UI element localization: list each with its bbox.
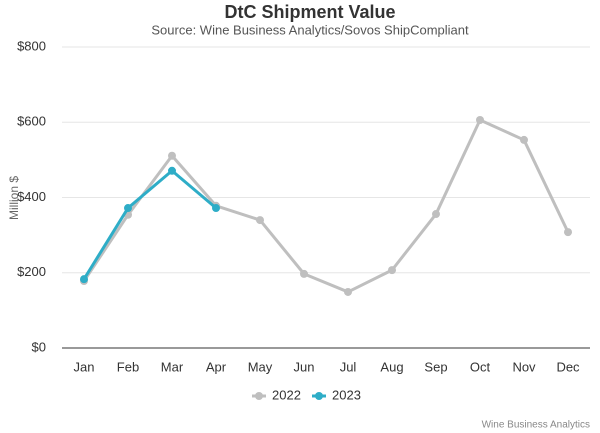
y-tick-label: $0: [32, 339, 46, 354]
y-tick-label: $600: [17, 114, 46, 129]
x-tick-label: Aug: [380, 359, 403, 374]
x-tick-label: Jan: [74, 359, 95, 374]
data-point: [388, 266, 396, 275]
x-tick-label: Jul: [340, 359, 357, 374]
legend-marker: [255, 392, 263, 400]
legend-label: 2023: [332, 387, 361, 402]
x-tick-label: Jun: [294, 359, 315, 374]
data-point: [212, 204, 220, 213]
data-point: [80, 275, 88, 284]
x-tick-label: Mar: [161, 359, 184, 374]
legend-label: 2022: [272, 387, 301, 402]
data-point: [168, 151, 176, 160]
credit: Wine Business Analytics: [482, 420, 590, 431]
x-tick-label: Oct: [470, 359, 491, 374]
legend-marker: [315, 392, 323, 400]
data-point: [124, 204, 132, 213]
series-line: [82, 169, 217, 280]
y-tick-label: $400: [17, 189, 46, 204]
x-tick-label: Nov: [512, 359, 536, 374]
chart-subtitle: Source: Wine Business Analytics/Sovos Sh…: [151, 22, 469, 37]
data-point: [256, 216, 264, 225]
data-point: [520, 135, 528, 144]
data-point: [344, 287, 352, 296]
data-point: [564, 228, 572, 237]
y-tick-label: $800: [17, 38, 46, 53]
x-tick-label: May: [248, 359, 273, 374]
chart-title: DtC Shipment Value: [224, 2, 395, 22]
y-tick-label: $200: [17, 264, 46, 279]
x-tick-label: Apr: [206, 359, 227, 374]
data-point: [300, 269, 308, 278]
x-tick-label: Feb: [117, 359, 139, 374]
data-point: [476, 115, 484, 124]
series-line: [82, 118, 570, 294]
data-point: [432, 210, 440, 219]
x-tick-label: Sep: [424, 359, 447, 374]
x-tick-label: Dec: [556, 359, 580, 374]
y-axis-label: Million $: [7, 176, 21, 220]
data-point: [168, 166, 176, 175]
